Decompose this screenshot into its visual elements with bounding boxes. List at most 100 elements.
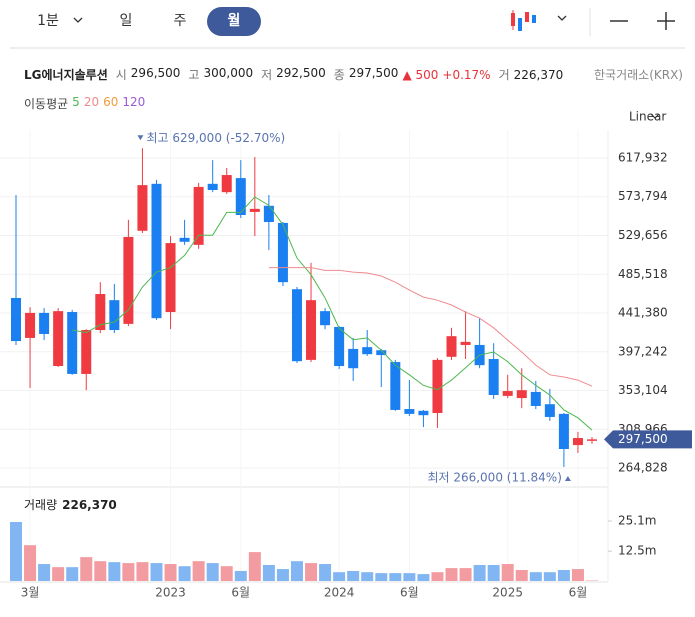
candle-body xyxy=(39,312,50,334)
y-tick-label: 397,242 xyxy=(618,344,668,358)
candle-body xyxy=(81,330,92,374)
field-value: 296,500 xyxy=(130,66,181,80)
candle-body xyxy=(53,311,64,367)
low-annotation: 최저 266,000 (11.84%) xyxy=(427,471,561,485)
volume-bar xyxy=(515,570,528,581)
ma-label: 이동평균 xyxy=(24,97,69,111)
volume-bar xyxy=(459,568,472,581)
candle-body xyxy=(432,359,443,414)
volume-bar xyxy=(108,562,121,581)
quote-info: LG에너지솔루션 시 296,500 고 300,000 저 292,500 종 297,50… xyxy=(24,66,563,83)
candle-body xyxy=(306,300,317,360)
x-tick-label: 3월 xyxy=(21,586,40,600)
volume-bar xyxy=(38,564,51,581)
volume-bar xyxy=(571,569,584,581)
volume-bar xyxy=(529,572,542,581)
volume-bar xyxy=(178,566,191,581)
x-tick-label: 6월 xyxy=(231,586,250,600)
chevron[interactable] xyxy=(73,17,83,23)
volume-bar xyxy=(276,569,289,581)
candle-body xyxy=(179,237,190,242)
icon-body xyxy=(532,15,536,23)
candle-body xyxy=(516,390,527,399)
price-tag-label: 297,500 xyxy=(618,432,668,446)
volume-bar xyxy=(220,566,233,581)
chart-type-icon[interactable] xyxy=(511,10,536,31)
volume-bar xyxy=(333,572,346,581)
candle-body xyxy=(404,409,415,414)
x-tick-label: 6월 xyxy=(569,586,588,600)
candle-body xyxy=(376,350,387,356)
ma-legend-item: 5 xyxy=(72,95,80,109)
volume-bar xyxy=(417,574,430,581)
icon-body xyxy=(525,12,529,22)
candle-body xyxy=(348,348,359,369)
candle-body xyxy=(530,391,541,406)
tab[interactable]: 주 xyxy=(173,13,187,29)
volume-bar xyxy=(347,570,360,581)
chevron[interactable] xyxy=(650,113,660,119)
candle-body xyxy=(109,300,120,331)
chevron[interactable] xyxy=(557,15,567,21)
volume-bar xyxy=(431,572,444,581)
candle-body xyxy=(221,175,232,193)
candle-body xyxy=(11,297,21,342)
volume-bar xyxy=(164,564,177,581)
volume-tick-label: 12.5m xyxy=(618,544,656,558)
volume-bar xyxy=(501,564,514,581)
change-value: 500 xyxy=(415,67,439,82)
volume-bar xyxy=(10,521,22,581)
volume-bar xyxy=(389,573,402,581)
y-tick-label: 264,828 xyxy=(618,461,668,475)
y-tick-label: 529,656 xyxy=(618,228,668,242)
volume-bar xyxy=(319,564,332,581)
candle-body xyxy=(362,347,373,355)
quote-fields: 시 296,500 고 300,000 저 292,500 종 297,500 xyxy=(112,66,399,83)
x-tick-label: 2023 xyxy=(155,586,186,600)
candle-body xyxy=(67,312,78,374)
candle-body xyxy=(446,336,457,357)
volume-bar xyxy=(150,563,163,581)
field-value: 292,500 xyxy=(276,66,326,80)
volume-bar xyxy=(375,573,388,581)
volume-bar xyxy=(487,564,500,581)
x-tick-label: 6월 xyxy=(400,586,419,600)
candle-body xyxy=(137,185,148,231)
scale-label[interactable]: Linear xyxy=(629,110,666,124)
volume-bar xyxy=(403,573,416,581)
candle-body xyxy=(418,410,429,416)
candle-body xyxy=(25,312,36,338)
volume-bar xyxy=(473,564,486,581)
candle-body xyxy=(390,362,401,410)
candle-body xyxy=(95,294,106,331)
candle-body xyxy=(263,205,274,223)
volume-bar xyxy=(24,545,37,581)
tab[interactable]: 1분 xyxy=(37,13,59,29)
volume-bar xyxy=(80,557,93,581)
candle-body xyxy=(558,413,569,450)
y-tick-label: 353,104 xyxy=(618,383,668,397)
volume-bar xyxy=(361,572,374,581)
volume-bar xyxy=(136,562,149,581)
volume-bar xyxy=(192,561,205,581)
candle-body xyxy=(151,183,162,319)
x-tick-label: 2025 xyxy=(492,586,523,600)
volume-title: 거래량 226,370 xyxy=(24,498,117,512)
high-marker xyxy=(137,135,144,141)
volume-bar xyxy=(445,568,458,581)
y-tick-label: 617,932 xyxy=(618,150,668,164)
zoom-in[interactable] xyxy=(657,12,675,30)
volume-bar xyxy=(234,570,247,581)
change-pct: +0.17% xyxy=(442,67,491,82)
candle-body xyxy=(249,208,260,212)
tab[interactable]: 일 xyxy=(119,13,133,29)
tab[interactable]: 월 xyxy=(207,7,261,36)
volume-bar xyxy=(122,563,135,581)
ma-line xyxy=(268,267,593,387)
low-marker xyxy=(564,476,571,482)
candle-body xyxy=(207,183,218,190)
candle-body xyxy=(165,243,176,313)
x-tick-label: 2024 xyxy=(324,586,355,600)
